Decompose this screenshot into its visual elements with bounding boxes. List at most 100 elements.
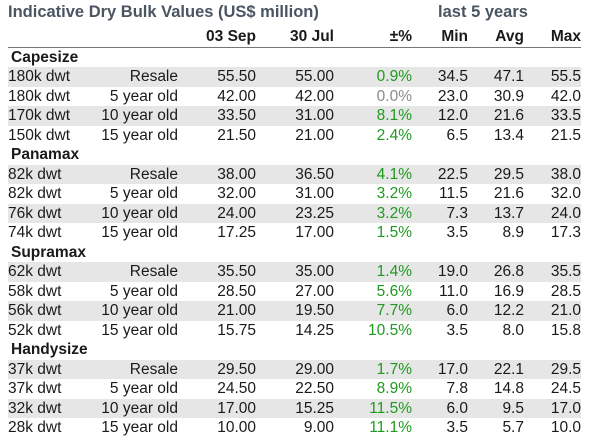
change-pct-cell: 2.4% bbox=[376, 126, 412, 144]
vessel-age-cell: 5 year old bbox=[109, 185, 178, 202]
vessel-age-cell: Resale bbox=[78, 67, 178, 87]
value-03-sep-cell: 33.50 bbox=[178, 106, 256, 126]
vessel-size-cell: 74k dwt bbox=[8, 224, 62, 241]
max-cell: 42.0 bbox=[550, 87, 581, 105]
group-header-panamax: Panamax bbox=[8, 145, 581, 165]
vessel-age-cell: Resale bbox=[78, 262, 178, 282]
value-30-jul-cell: 9.00 bbox=[303, 419, 334, 436]
min-cell: 7.8 bbox=[446, 380, 468, 397]
group-header-handysize: Handysize bbox=[8, 340, 581, 360]
value-30-jul-cell: 22.50 bbox=[295, 380, 334, 397]
value-03-sep-cell: 32.00 bbox=[217, 185, 256, 202]
min-cell: 3.5 bbox=[446, 224, 468, 241]
avg-cell: 14.8 bbox=[493, 380, 524, 397]
value-03-sep-cell: 28.50 bbox=[217, 282, 256, 300]
avg-cell: 5.7 bbox=[502, 419, 524, 436]
max-cell: 38.0 bbox=[524, 164, 581, 184]
column-header-row: 03 Sep 30 Jul ±% Min Avg Max bbox=[8, 27, 581, 48]
avg-cell: 16.9 bbox=[493, 282, 524, 300]
avg-cell: 21.6 bbox=[493, 185, 524, 202]
avg-cell: 8.0 bbox=[502, 321, 524, 339]
max-cell: 21.5 bbox=[550, 126, 581, 144]
value-03-sep-cell: 21.00 bbox=[178, 301, 256, 321]
value-03-sep-cell: 10.00 bbox=[217, 419, 256, 436]
vessel-size-cell: 170k dwt bbox=[8, 106, 78, 126]
change-pct-cell: 11.1% bbox=[369, 419, 412, 436]
value-30-jul-cell: 29.00 bbox=[256, 359, 334, 379]
table-row: 28k dwt 15 year old 10.00 9.00 11.1% 3.5 5.7 10… bbox=[8, 418, 581, 438]
value-30-jul-cell: 55.00 bbox=[256, 67, 334, 87]
vessel-size-cell: 82k dwt bbox=[8, 164, 78, 184]
value-03-sep-cell: 17.00 bbox=[178, 398, 256, 418]
value-03-sep-cell: 17.25 bbox=[217, 224, 256, 241]
group-label: Panamax bbox=[8, 145, 581, 165]
vessel-age-cell: Resale bbox=[78, 359, 178, 379]
value-30-jul-cell: 35.00 bbox=[256, 262, 334, 282]
vessel-size-cell: 62k dwt bbox=[8, 262, 78, 282]
vessel-age-cell: 15 year old bbox=[101, 419, 178, 436]
vessel-size-cell: 76k dwt bbox=[8, 203, 78, 223]
avg-cell: 12.2 bbox=[468, 301, 524, 321]
value-30-jul-cell: 23.25 bbox=[256, 203, 334, 223]
avg-cell: 8.9 bbox=[502, 224, 524, 241]
max-cell: 24.0 bbox=[524, 203, 581, 223]
max-cell: 24.5 bbox=[550, 380, 581, 397]
change-pct-cell: 10.5% bbox=[368, 321, 412, 339]
value-30-jul-cell: 21.00 bbox=[295, 126, 334, 144]
min-cell: 11.5 bbox=[438, 185, 468, 202]
change-pct-cell: 5.6% bbox=[376, 282, 412, 300]
vessel-age-cell: 15 year old bbox=[101, 321, 178, 339]
avg-cell: 21.6 bbox=[468, 106, 524, 126]
min-cell: 23.0 bbox=[437, 87, 468, 105]
table-row: 58k dwt 5 year old 28.50 27.00 5.6% 11.0 16.9 2… bbox=[8, 282, 581, 302]
table-row: 62k dwt Resale 35.50 35.00 1.4% 19.0 26.8 35.5 bbox=[8, 262, 581, 282]
min-cell: 22.5 bbox=[412, 164, 468, 184]
table-row: 150k dwt 15 year old 21.50 21.00 2.4% 6.5 13.4… bbox=[8, 126, 581, 146]
vessel-age-cell: 15 year old bbox=[101, 224, 178, 241]
change-pct-cell: 0.9% bbox=[334, 67, 412, 87]
value-03-sep-cell: 24.50 bbox=[217, 380, 256, 397]
group-label: Capesize bbox=[8, 47, 581, 67]
table-row: 37k dwt Resale 29.50 29.00 1.7% 17.0 22.1 29.5 bbox=[8, 359, 581, 379]
value-30-jul-cell: 36.50 bbox=[256, 164, 334, 184]
vessel-size-cell: 56k dwt bbox=[8, 301, 78, 321]
change-pct-cell: 1.4% bbox=[334, 262, 412, 282]
values-table: 03 Sep 30 Jul ±% Min Avg Max Capesize 180… bbox=[8, 27, 581, 438]
vessel-size-cell: 37k dwt bbox=[8, 380, 62, 397]
max-cell: 17.3 bbox=[550, 224, 581, 241]
vessel-size-cell: 180k dwt bbox=[8, 67, 78, 87]
min-cell: 7.3 bbox=[412, 203, 468, 223]
column-header-change: ±% bbox=[334, 27, 412, 48]
vessel-size-cell: 32k dwt bbox=[8, 398, 78, 418]
max-cell: 10.0 bbox=[550, 419, 581, 436]
vessel-age-cell: Resale bbox=[78, 164, 178, 184]
group-label: Supramax bbox=[8, 242, 581, 262]
table-row: 82k dwt 5 year old 32.00 31.00 3.2% 11.5 21.6 3… bbox=[8, 184, 581, 204]
avg-cell: 29.5 bbox=[468, 164, 524, 184]
value-03-sep-cell: 29.50 bbox=[178, 359, 256, 379]
table-row: 170k dwt 10 year old 33.50 31.00 8.1% 12.0 21.… bbox=[8, 106, 581, 126]
change-pct-cell: 3.2% bbox=[376, 185, 412, 202]
min-cell: 3.5 bbox=[446, 321, 468, 339]
vessel-size-cell: 37k dwt bbox=[8, 359, 78, 379]
avg-cell: 13.7 bbox=[468, 203, 524, 223]
avg-cell: 22.1 bbox=[468, 359, 524, 379]
group-header-capesize: Capesize bbox=[8, 47, 581, 67]
change-pct-cell: 1.5% bbox=[376, 224, 412, 241]
table-title: Indicative Dry Bulk Values (US$ million) bbox=[8, 3, 319, 21]
avg-cell: 9.5 bbox=[468, 398, 524, 418]
table-row: 180k dwt Resale 55.50 55.00 0.9% 34.5 47.1 55.5 bbox=[8, 67, 581, 87]
max-cell: 15.8 bbox=[550, 321, 581, 339]
value-03-sep-cell: 21.50 bbox=[217, 126, 256, 144]
column-header-03-sep: 03 Sep bbox=[178, 27, 256, 48]
min-cell: 12.0 bbox=[412, 106, 468, 126]
max-cell: 33.5 bbox=[524, 106, 581, 126]
table-row: 37k dwt 5 year old 24.50 22.50 8.9% 7.8 14.8 24… bbox=[8, 379, 581, 399]
value-03-sep-cell: 38.00 bbox=[178, 164, 256, 184]
value-30-jul-cell: 17.00 bbox=[295, 224, 334, 241]
vessel-age-cell: 5 year old bbox=[109, 87, 178, 105]
change-pct-cell: 8.9% bbox=[376, 380, 412, 397]
vessel-age-cell: 10 year old bbox=[78, 398, 178, 418]
value-30-jul-cell: 31.00 bbox=[295, 185, 334, 202]
